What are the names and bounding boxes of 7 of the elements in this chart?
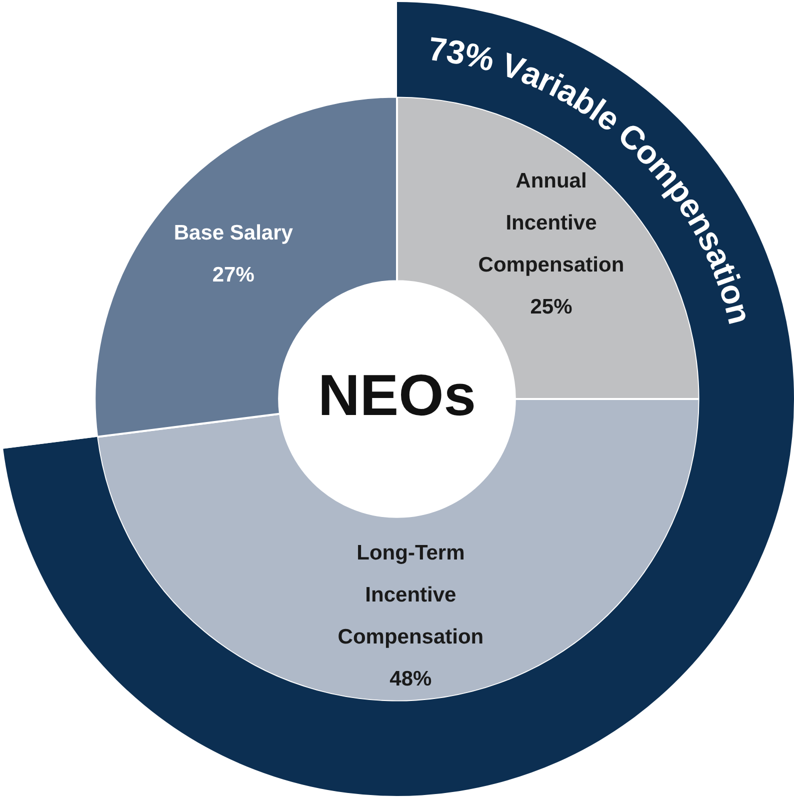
slice-label: Base Salary (174, 222, 294, 245)
data-label: 48% (390, 667, 432, 690)
text: NEOs (318, 363, 476, 428)
data-label: 25% (530, 296, 573, 319)
slice-label: Long-Term Incentive Compensation (338, 541, 484, 648)
slice-label: Annual Incentive Compensation (478, 170, 624, 277)
data-label: 27% (212, 264, 255, 287)
